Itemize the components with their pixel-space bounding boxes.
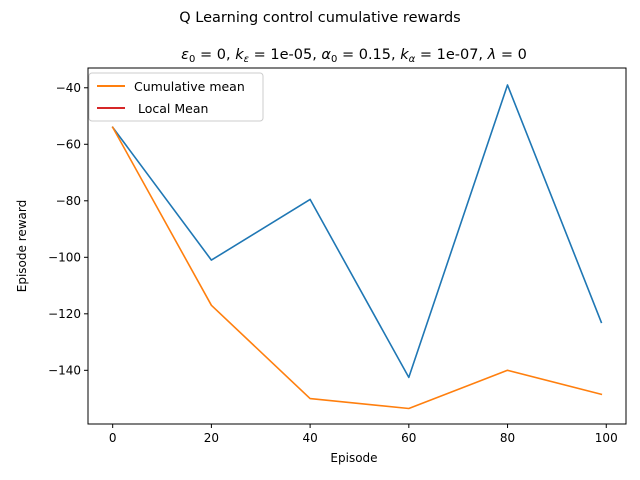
subtitle-lambda-value: = 0 xyxy=(496,47,527,63)
x-tick-label: 20 xyxy=(204,431,219,445)
subtitle-k-eps: k xyxy=(235,47,244,63)
subtitle-alpha-value: = 0.15, xyxy=(337,47,400,63)
subtitle-epsilon-value: = 0, xyxy=(195,47,235,63)
legend-label-cumulative-mean: Cumulative mean xyxy=(134,79,245,94)
x-tick-label: 40 xyxy=(302,431,317,445)
legend-label-local-mean: Local Mean xyxy=(134,101,208,116)
subtitle-lambda: λ xyxy=(487,47,497,63)
x-tick-label: 60 xyxy=(401,431,416,445)
series-line-episode xyxy=(111,84,603,379)
subtitle-epsilon: ε xyxy=(181,47,189,63)
subtitle-k-alpha-sub: α xyxy=(409,54,416,65)
y-tick-label: −60 xyxy=(56,137,81,151)
subtitle-k-eps-value: = 1e-05, xyxy=(249,47,321,63)
series-line-cumulative xyxy=(111,126,603,410)
y-tick-label: −40 xyxy=(56,81,81,95)
x-axis-ticks: 0 20 40 60 80 100 xyxy=(109,424,618,445)
subtitle-alpha: α xyxy=(321,47,331,63)
x-axis-label: Episode xyxy=(330,451,377,465)
subtitle-k-alpha-value: = 1e-07, xyxy=(415,47,487,63)
y-tick-label: −100 xyxy=(48,250,81,264)
y-tick-label: −140 xyxy=(48,363,81,377)
subtitle-alpha-sub: 0 xyxy=(331,54,337,65)
chart-legend: Cumulative mean Local Mean xyxy=(88,72,264,122)
subtitle-k-alpha: k xyxy=(400,47,409,63)
axes-frame xyxy=(87,67,627,425)
plot-area: 0 20 40 60 80 100 −140 −120 −100 −80 −60 −40 xyxy=(48,67,627,445)
y-axis-ticks: −140 −120 −100 −80 −60 −40 xyxy=(48,81,88,377)
y-axis-label: Episode reward xyxy=(15,200,29,293)
chart-suptitle: Q Learning control cumulative rewards xyxy=(179,10,460,26)
y-tick-label: −80 xyxy=(56,194,81,208)
y-tick-label: −120 xyxy=(48,307,81,321)
chart-subtitle: ε0 = 0, kε = 1e-05, α0 = 0.15, kα = 1e-0… xyxy=(181,47,527,65)
x-tick-label: 80 xyxy=(500,431,515,445)
series-layer xyxy=(111,84,603,410)
x-tick-label: 100 xyxy=(595,431,618,445)
subtitle-epsilon-sub: 0 xyxy=(189,54,195,65)
subtitle-k-eps-sub: ε xyxy=(244,54,250,65)
legend-box xyxy=(88,72,264,122)
x-tick-label: 0 xyxy=(109,431,117,445)
